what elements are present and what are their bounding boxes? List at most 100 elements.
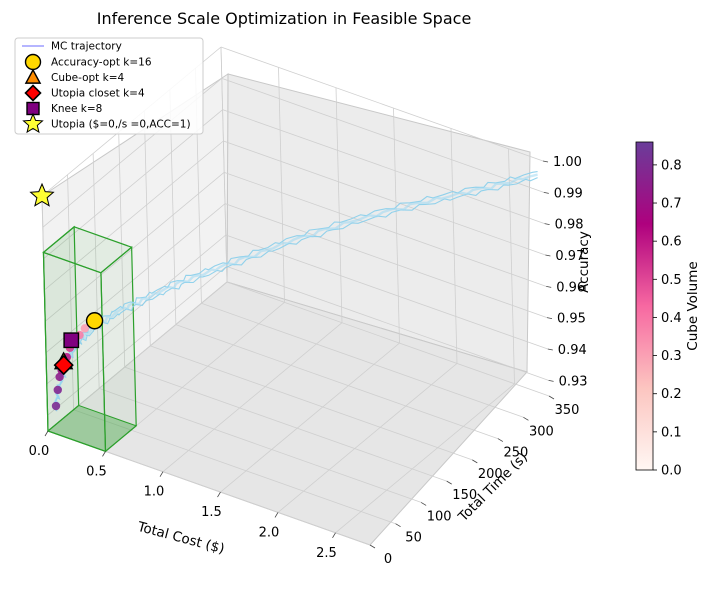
grid-y-floor (226, 281, 550, 397)
knee-marker (63, 332, 80, 349)
legend-label: Utopia ($=0,/s =0,ACC=1) (51, 119, 191, 131)
x-tick-label: 0.5 (86, 464, 107, 479)
z-tick-label: 0.95 (557, 312, 586, 327)
z-tick-mark (546, 317, 553, 320)
grid-y-floor (150, 345, 473, 461)
grid-z-back (221, 77, 544, 193)
y-tick-label: 200 (478, 467, 503, 482)
colorbar-tick-label: 0.4 (661, 311, 682, 326)
x-tick-mark (217, 491, 221, 498)
y-tick-mark (420, 502, 427, 506)
legend-swatch-star (22, 112, 44, 134)
grid-y-floor (124, 366, 447, 482)
grid-y-floor (73, 409, 396, 525)
z-tick-label: 0.96 (556, 280, 585, 295)
legend-label: Cube-opt k=4 (51, 72, 125, 84)
legend-swatch-triangle (24, 68, 42, 84)
grid-z-back (224, 171, 547, 287)
y-tick-label: 100 (427, 509, 452, 524)
y-tick-mark (497, 438, 504, 442)
x-tick-mark (102, 451, 106, 457)
x-tick-mark (274, 512, 279, 518)
feasible-box (42, 225, 138, 453)
legend-label: Knee k=8 (51, 103, 102, 115)
colorbar-label: Cube Volume (685, 261, 701, 350)
z-tick-mark (544, 223, 550, 226)
y-tick-mark (395, 523, 401, 528)
z-tick-mark (543, 191, 549, 194)
box-top (42, 226, 133, 274)
grid-z-back (226, 265, 549, 381)
grid-z-left (45, 203, 226, 353)
z-tick-mark (545, 254, 551, 257)
cube-point (53, 385, 62, 395)
grid-y-left (143, 110, 151, 346)
cube-point (55, 372, 64, 382)
chart-title: Inference Scale Optimization in Feasible… (97, 9, 472, 28)
colorbar-tick-label: 0.6 (661, 235, 682, 250)
grid-y-left (118, 132, 126, 368)
grid-x-floor (162, 322, 343, 473)
colorbar-tick-label: 0.0 (661, 464, 682, 479)
grid-y-floor (175, 324, 498, 439)
legend-label-trajectory: MC trajectory (51, 41, 122, 53)
x-axis-label: Total Cost ($) (135, 519, 226, 558)
y-tick-mark (369, 544, 376, 549)
colorbar-tick-label: 0.1 (661, 425, 682, 440)
y-tick-label: 350 (555, 403, 580, 418)
grid-x-back (335, 87, 343, 323)
z-tick-label: 0.93 (559, 374, 588, 389)
legend: MC trajectory Accuracy-opt k=16 Cube-opt k… (14, 37, 204, 135)
x-tick-label: 0.0 (29, 444, 50, 459)
y-tick-mark (446, 480, 452, 485)
x-tick-label: 2.0 (259, 525, 280, 540)
cube-point (80, 324, 90, 333)
grid-z-back (220, 46, 544, 162)
legend-swatch-circle (24, 53, 42, 71)
grid-x-back (393, 108, 400, 344)
grid-x-back (508, 148, 515, 384)
legend-box (14, 37, 204, 135)
z-tick-label: 0.97 (555, 249, 584, 264)
grid-x-back (450, 128, 458, 364)
colorbar-ticks: 0.0 0.1 0.2 0.3 0.4 0.5 0.6 0.7 0.8 (653, 158, 682, 479)
grid-z-left (44, 140, 224, 291)
grid-z-left (44, 172, 225, 322)
legend-label: Accuracy-opt k=16 (51, 57, 152, 69)
y-tick-label: 0 (384, 552, 392, 567)
y-tick-label: 300 (529, 424, 554, 439)
y-tick-label: 150 (452, 488, 477, 503)
z-tick-mark (542, 160, 549, 163)
axes-panes (41, 73, 531, 546)
legend-label: Utopia closet k=4 (51, 88, 145, 100)
z-tick-mark (547, 348, 553, 351)
x-tick-label: 1.5 (201, 505, 222, 520)
y-tick-label: 250 (503, 446, 528, 461)
grid-z-back (222, 109, 545, 225)
grid-x-floor (277, 363, 458, 513)
box-right (100, 245, 137, 453)
grid-y-left (220, 46, 228, 283)
x-tick-mark (159, 471, 164, 477)
y-tick-mark (523, 416, 529, 421)
markers-group (29, 182, 104, 376)
x-tick-label: 1.0 (144, 485, 165, 500)
x-tick-label: 2.5 (316, 546, 337, 561)
grid-z-back (223, 140, 546, 256)
grid-y-left (67, 174, 74, 410)
grid-z-left (47, 266, 227, 416)
utopia-closest-marker (53, 354, 74, 376)
grid-y-floor (99, 388, 422, 503)
colorbar-tick-label: 0.8 (661, 158, 682, 173)
colorbar-tick-label: 0.5 (661, 273, 682, 288)
z-tick-mark (546, 285, 552, 288)
z-tick-mark (548, 379, 554, 382)
colorbar-tick-label: 0.7 (661, 197, 682, 212)
grid-x-back (278, 67, 285, 303)
x-tick-mark (332, 532, 336, 538)
grid-z-back (225, 234, 548, 350)
accuracy-opt-marker (85, 312, 104, 330)
y-tick-mark (472, 459, 478, 464)
z-axis-label: Accuracy (576, 231, 592, 293)
